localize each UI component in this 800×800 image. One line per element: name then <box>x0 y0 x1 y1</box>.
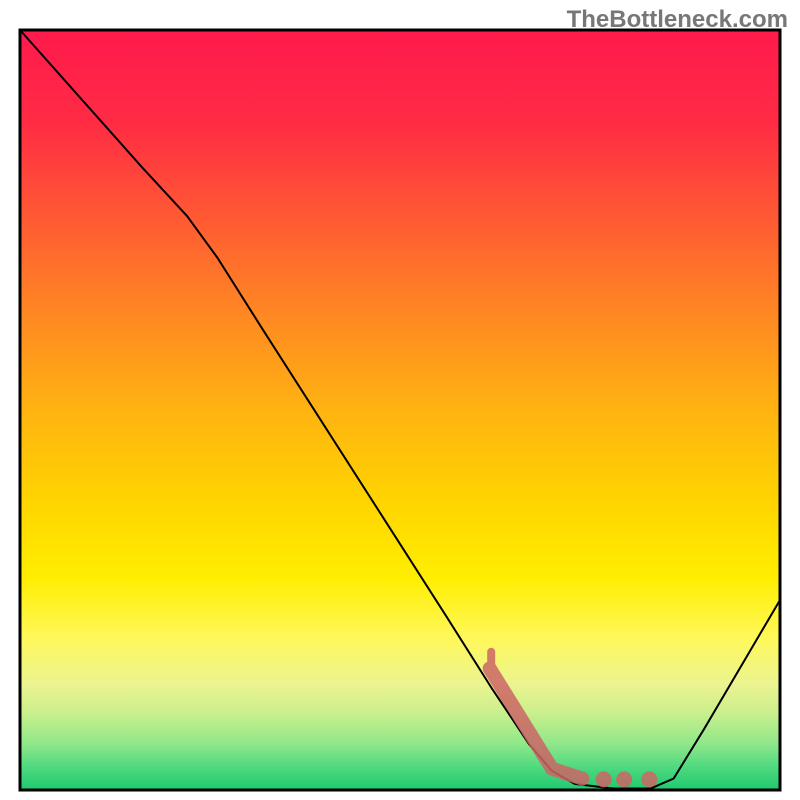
watermark-text: TheBottleneck.com <box>567 6 788 34</box>
chart-background <box>20 30 780 790</box>
chart-svg <box>0 0 800 800</box>
chart-container: TheBottleneck.com <box>0 0 800 800</box>
